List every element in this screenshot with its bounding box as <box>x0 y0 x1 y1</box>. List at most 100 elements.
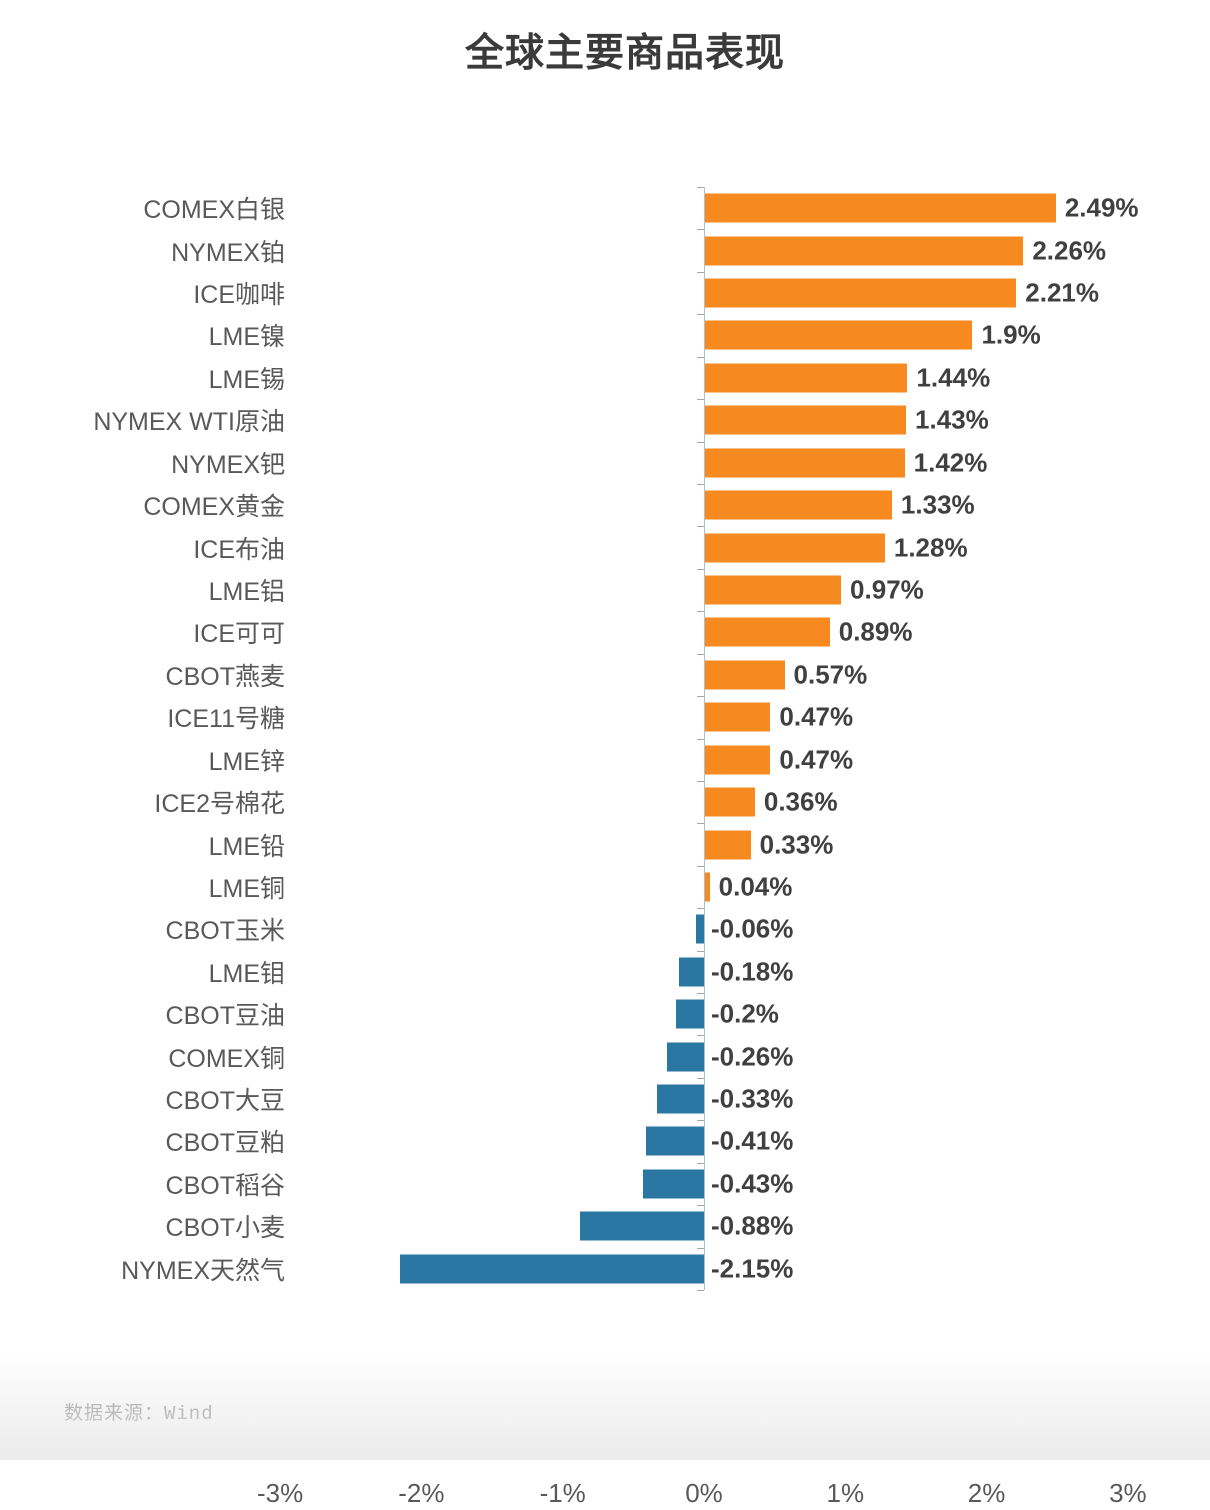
positive-bar <box>704 660 785 690</box>
axis-tick <box>697 1290 704 1291</box>
axis-tick <box>697 229 704 231</box>
axis-tick <box>697 1205 704 1207</box>
value-label: 1.9% <box>981 319 1041 350</box>
value-label: 1.44% <box>916 362 991 393</box>
chart-row: ICE布油 1.28% <box>0 526 1210 568</box>
positive-bar <box>704 278 1017 308</box>
value-label: -0.26% <box>711 1041 794 1072</box>
positive-bar <box>704 236 1024 266</box>
chart-row: ICE可可 0.89% <box>0 611 1210 653</box>
chart-title: 全球主要商品表现 <box>464 32 785 75</box>
x-axis-tick-labels: -3% -2% -1% 0% 1% 2% 3% <box>0 1478 1210 1510</box>
chart-row: CBOT豆油 -0.2% <box>0 993 1210 1035</box>
x-tick-label: -2% <box>398 1478 445 1508</box>
value-label: 0.97% <box>850 574 924 605</box>
positive-bar <box>704 320 973 350</box>
axis-tick <box>697 399 704 401</box>
x-tick-label: 0% <box>685 1478 723 1508</box>
chart-row: NYMEX铂 2.26% <box>0 229 1210 271</box>
negative-bar <box>675 999 704 1029</box>
positive-bar <box>704 448 905 478</box>
category-label: ICE可可 <box>193 620 285 649</box>
category-label: LME锌 <box>208 747 285 776</box>
value-label: 1.33% <box>900 489 975 520</box>
axis-tick <box>697 314 704 316</box>
category-label: ICE咖啡 <box>193 281 285 310</box>
category-label: LME铝 <box>208 578 285 606</box>
axis-tick <box>697 526 704 528</box>
chart-row: CBOT豆粕 -0.41% <box>0 1120 1210 1162</box>
axis-tick <box>697 356 704 358</box>
x-tick-label: -3% <box>256 1478 304 1508</box>
axis-tick <box>697 865 704 867</box>
negative-bar <box>678 957 704 987</box>
chart-row: LME锡 1.44% <box>0 357 1210 399</box>
chart-row: CBOT大豆 -0.33% <box>0 1078 1210 1120</box>
value-label: -0.43% <box>711 1168 794 1199</box>
x-tick-label: -1% <box>539 1478 586 1508</box>
positive-bar <box>704 872 710 902</box>
chart-row: ICE咖啡 2.21% <box>0 272 1210 314</box>
value-label: 0.57% <box>793 659 868 690</box>
category-label: CBOT燕麦 <box>165 662 285 691</box>
chart-row: NYMEX钯 1.42% <box>0 442 1210 484</box>
category-label: NYMEX天然气 <box>121 1256 285 1285</box>
category-label: LME镍 <box>208 323 285 352</box>
value-label: 0.47% <box>779 701 854 732</box>
chart-row: LME铜 0.04% <box>0 866 1210 908</box>
negative-bar <box>646 1126 704 1156</box>
value-label: -0.41% <box>711 1125 794 1156</box>
axis-tick <box>697 993 704 995</box>
chart-row: COMEX白银 2.49% <box>0 187 1210 229</box>
axis-tick <box>697 441 704 443</box>
category-label: NYMEX WTI原油 <box>93 408 285 437</box>
negative-bar <box>667 1042 704 1072</box>
x-tick-label: 3% <box>1109 1478 1147 1508</box>
axis-tick <box>697 568 704 570</box>
negative-bar <box>643 1169 704 1199</box>
value-label: 0.89% <box>838 616 913 647</box>
value-label: 1.28% <box>893 532 968 563</box>
value-label: 0.36% <box>763 786 838 817</box>
axis-tick <box>697 908 704 910</box>
category-label: NYMEX钯 <box>171 450 285 479</box>
chart-row: ICE11号糖 0.47% <box>0 696 1210 738</box>
positive-bar <box>704 575 842 605</box>
positive-bar <box>704 745 771 775</box>
category-label: ICE布油 <box>193 535 285 564</box>
value-label: 0.33% <box>759 829 834 860</box>
data-source-note: 数据来源：Wind <box>64 1403 214 1425</box>
category-label: LME铅 <box>208 832 285 861</box>
category-label: CBOT大豆 <box>165 1087 285 1116</box>
x-tick-label: 1% <box>826 1478 865 1508</box>
bar-chart: COMEX白银 2.49% NYMEX铂 2.26% ICE咖啡 2.21% LME镍 1.9… <box>0 187 1210 1508</box>
chart-row: LME镍 1.9% <box>0 314 1210 356</box>
category-label: CBOT豆粕 <box>165 1129 285 1158</box>
value-label: -0.18% <box>711 956 794 987</box>
value-label: 1.42% <box>913 447 988 478</box>
bar-rows: COMEX白银 2.49% NYMEX铂 2.26% ICE咖啡 2.21% LME镍 1.9… <box>0 187 1210 1290</box>
chart-row: LME锌 0.47% <box>0 738 1210 780</box>
category-label: LME铜 <box>208 874 285 903</box>
axis-tick <box>697 1077 704 1079</box>
axis-tick <box>697 950 704 952</box>
category-label: LME锡 <box>208 365 285 394</box>
chart-row: CBOT小麦 -0.88% <box>0 1205 1210 1247</box>
zero-axis-line <box>704 187 705 1290</box>
value-label: -0.06% <box>711 913 794 944</box>
value-label: 0.47% <box>779 744 854 775</box>
positive-bar <box>704 490 892 520</box>
value-label: 2.21% <box>1025 277 1099 308</box>
category-label: COMEX铜 <box>168 1044 285 1073</box>
negative-bar <box>657 1084 704 1114</box>
positive-bar <box>704 787 755 817</box>
axis-tick <box>697 187 704 188</box>
chart-row: CBOT燕麦 0.57% <box>0 654 1210 696</box>
axis-tick <box>697 696 704 698</box>
chart-row: CBOT稻谷 -0.43% <box>0 1163 1210 1205</box>
category-label: COMEX白银 <box>143 196 285 225</box>
negative-bar <box>579 1211 704 1241</box>
value-label: -0.88% <box>711 1210 794 1241</box>
chart-row: LME铝 0.97% <box>0 569 1210 611</box>
positive-bar <box>704 193 1056 223</box>
